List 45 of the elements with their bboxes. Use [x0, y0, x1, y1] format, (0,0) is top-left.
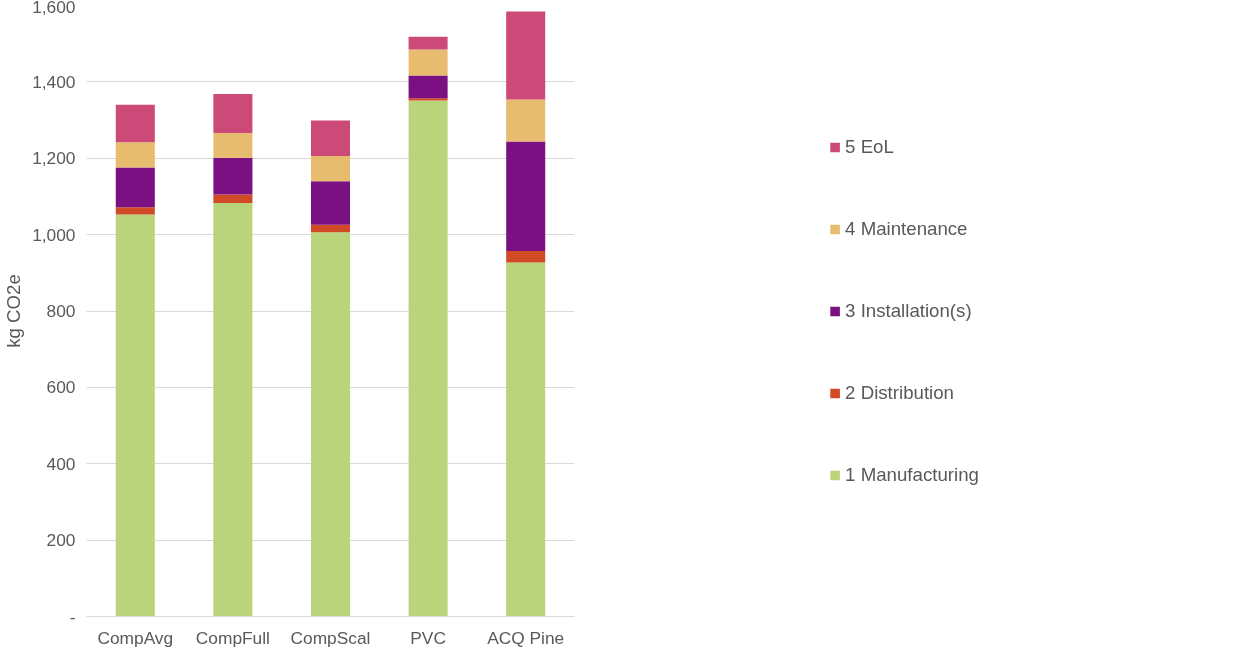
bar [115, 142, 155, 168]
x-tick-label: CompAvg [97, 627, 174, 648]
y-tick-label: 1,200 [32, 148, 76, 169]
y-tick-label: 600 [46, 377, 76, 398]
bar [310, 224, 351, 233]
bar [506, 99, 546, 142]
x-tick-label: CompScal [290, 627, 371, 648]
x-tick-label: PVC [410, 627, 446, 648]
y-tick-label: - [69, 606, 76, 627]
bar [408, 49, 448, 76]
bar [408, 75, 448, 99]
y-tick-label: 200 [46, 530, 76, 551]
y-tick-label: 1,000 [32, 224, 76, 245]
bar [115, 167, 155, 208]
bar [213, 194, 253, 203]
bar [310, 181, 351, 225]
bar [310, 120, 351, 156]
bar [213, 94, 253, 134]
bar [506, 262, 546, 617]
bar [213, 133, 253, 158]
bar [115, 207, 155, 215]
bar [408, 98, 448, 101]
y-tick-label: 1,400 [32, 71, 76, 92]
y-tick-label: 400 [46, 453, 76, 474]
legend-label: 2 Distribution [845, 381, 954, 404]
bar [213, 157, 253, 195]
bar [506, 141, 546, 252]
bar [115, 104, 155, 143]
bar [408, 36, 448, 50]
bar [115, 214, 155, 617]
bar [213, 202, 253, 617]
legend-label: 4 Maintenance [845, 217, 968, 240]
x-tick-label: ACQ Pine [487, 627, 565, 648]
legend-label: 5 EoL [845, 135, 894, 158]
legend-label: 1 Manufacturing [845, 463, 979, 486]
y-tick-label: 800 [46, 301, 76, 321]
y-axis-title: kg CO2e [3, 274, 25, 348]
bar [310, 232, 351, 617]
y-tick-label: 1,600 [32, 0, 76, 17]
bar [506, 251, 546, 263]
x-tick-label: CompFull [195, 627, 270, 648]
legend-label: 3 Installation(s) [845, 299, 972, 322]
bar [506, 11, 546, 100]
bar [408, 100, 448, 617]
bar [310, 155, 351, 182]
